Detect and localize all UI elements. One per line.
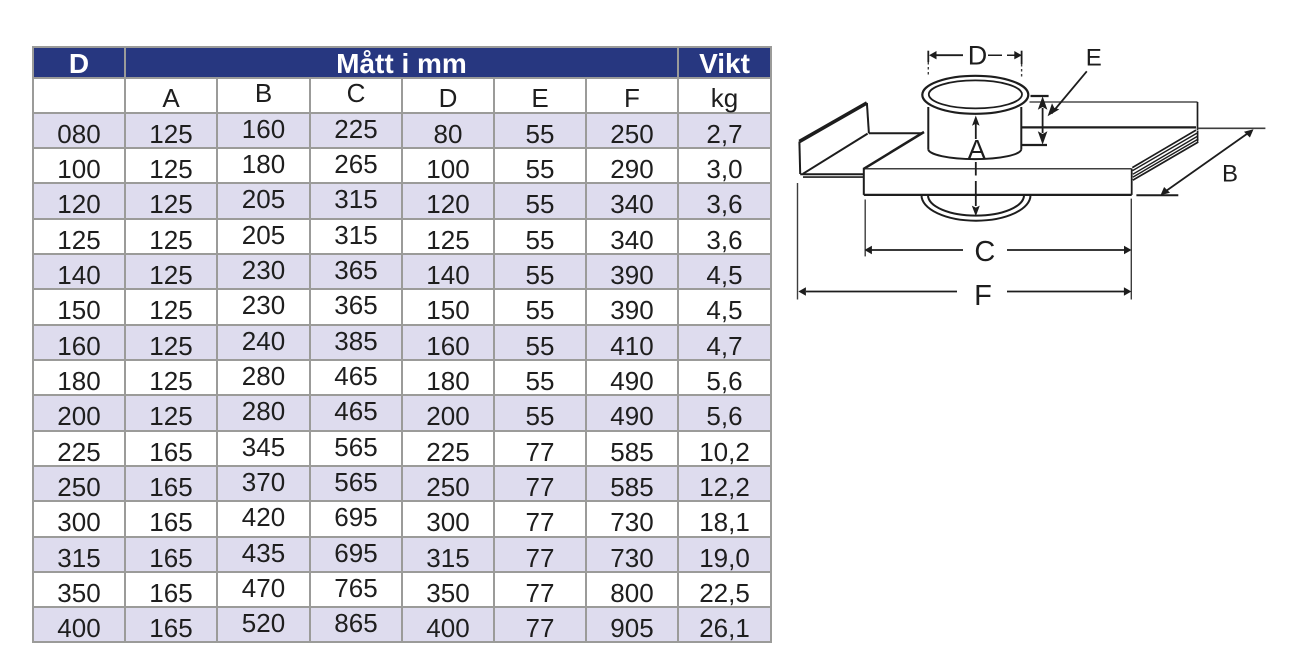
svg-text:C: C — [974, 236, 995, 268]
svg-text:B: B — [1222, 161, 1238, 188]
svg-text:E: E — [1086, 45, 1102, 72]
svg-text:A: A — [968, 134, 986, 164]
svg-text:F: F — [974, 280, 992, 312]
svg-text:D: D — [968, 40, 988, 70]
